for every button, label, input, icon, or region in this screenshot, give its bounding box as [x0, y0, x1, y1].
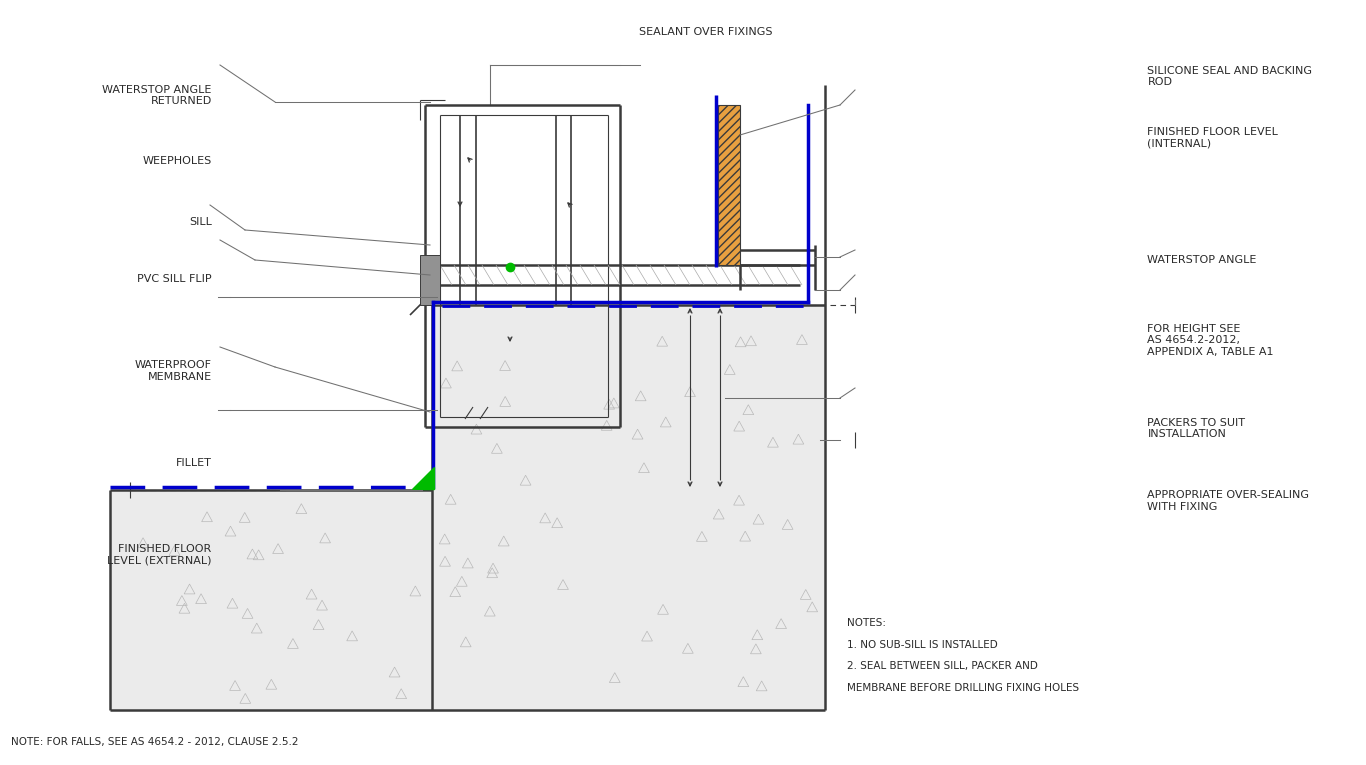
Polygon shape: [432, 305, 825, 710]
Polygon shape: [413, 467, 434, 489]
Text: FILLET: FILLET: [176, 457, 212, 468]
Polygon shape: [111, 490, 432, 710]
Text: FOR HEIGHT SEE
AS 4654.2-2012,
APPENDIX A, TABLE A1: FOR HEIGHT SEE AS 4654.2-2012, APPENDIX …: [1147, 324, 1274, 357]
Text: FINISHED FLOOR LEVEL
(INTERNAL): FINISHED FLOOR LEVEL (INTERNAL): [1147, 127, 1279, 148]
Text: 1. NO SUB-SILL IS INSTALLED: 1. NO SUB-SILL IS INSTALLED: [847, 640, 997, 650]
Polygon shape: [419, 255, 440, 305]
Text: MEMBRANE BEFORE DRILLING FIXING HOLES: MEMBRANE BEFORE DRILLING FIXING HOLES: [847, 682, 1079, 693]
Polygon shape: [719, 105, 740, 265]
Text: SILL: SILL: [189, 216, 212, 227]
Text: NOTE: FOR FALLS, SEE AS 4654.2 - 2012, CLAUSE 2.5.2: NOTE: FOR FALLS, SEE AS 4654.2 - 2012, C…: [11, 737, 298, 747]
Text: WATERSTOP ANGLE: WATERSTOP ANGLE: [1147, 255, 1257, 265]
Text: 2. SEAL BETWEEN SILL, PACKER AND: 2. SEAL BETWEEN SILL, PACKER AND: [847, 661, 1038, 672]
Text: WATERPROOF
MEMBRANE: WATERPROOF MEMBRANE: [135, 360, 212, 382]
Text: SILICONE SEAL AND BACKING
ROD: SILICONE SEAL AND BACKING ROD: [1147, 66, 1313, 87]
Text: PACKERS TO SUIT
INSTALLATION: PACKERS TO SUIT INSTALLATION: [1147, 418, 1246, 439]
Text: NOTES:: NOTES:: [847, 618, 887, 629]
Text: WATERSTOP ANGLE
RETURNED: WATERSTOP ANGLE RETURNED: [102, 85, 212, 106]
Text: WEEPHOLES: WEEPHOLES: [142, 155, 212, 166]
Text: FINISHED FLOOR
LEVEL (EXTERNAL): FINISHED FLOOR LEVEL (EXTERNAL): [107, 544, 212, 565]
Text: PVC SILL FLIP: PVC SILL FLIP: [137, 274, 212, 285]
Text: APPROPRIATE OVER-SEALING
WITH FIXING: APPROPRIATE OVER-SEALING WITH FIXING: [1147, 490, 1310, 512]
Text: SEALANT OVER FIXINGS: SEALANT OVER FIXINGS: [639, 27, 773, 37]
